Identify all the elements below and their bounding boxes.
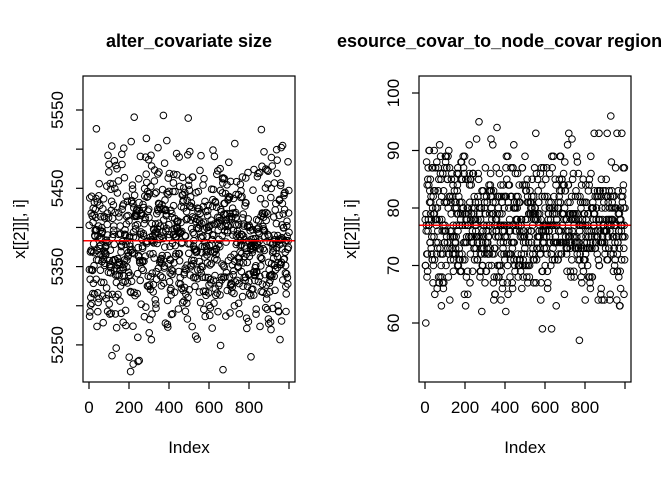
svg-text:0: 0 bbox=[420, 398, 429, 417]
svg-text:60: 60 bbox=[384, 314, 403, 333]
svg-text:100: 100 bbox=[384, 79, 403, 107]
left-y-axis-label: x[[2]][, i] bbox=[10, 199, 29, 259]
right-plot-title: esource_covar_to_node_covar region bbox=[337, 31, 663, 51]
svg-text:5450: 5450 bbox=[48, 169, 67, 207]
right-x-axis-label: Index bbox=[504, 438, 546, 457]
left-plot-title: alter_covariate size bbox=[105, 31, 273, 51]
svg-text:600: 600 bbox=[531, 398, 559, 417]
svg-text:400: 400 bbox=[155, 398, 183, 417]
svg-text:80: 80 bbox=[384, 199, 403, 218]
svg-text:400: 400 bbox=[491, 398, 519, 417]
svg-text:0: 0 bbox=[84, 398, 93, 417]
svg-text:5550: 5550 bbox=[48, 91, 67, 129]
svg-text:5250: 5250 bbox=[48, 326, 67, 364]
svg-text:200: 200 bbox=[451, 398, 479, 417]
svg-text:70: 70 bbox=[384, 256, 403, 275]
svg-text:800: 800 bbox=[235, 398, 263, 417]
svg-text:5350: 5350 bbox=[48, 248, 67, 286]
svg-text:90: 90 bbox=[384, 141, 403, 160]
svg-text:600: 600 bbox=[195, 398, 223, 417]
left-x-axis-label: Index bbox=[168, 438, 210, 457]
right-y-axis-label: x[[2]][, i] bbox=[341, 199, 360, 259]
svg-text:800: 800 bbox=[571, 398, 599, 417]
svg-text:200: 200 bbox=[115, 398, 143, 417]
